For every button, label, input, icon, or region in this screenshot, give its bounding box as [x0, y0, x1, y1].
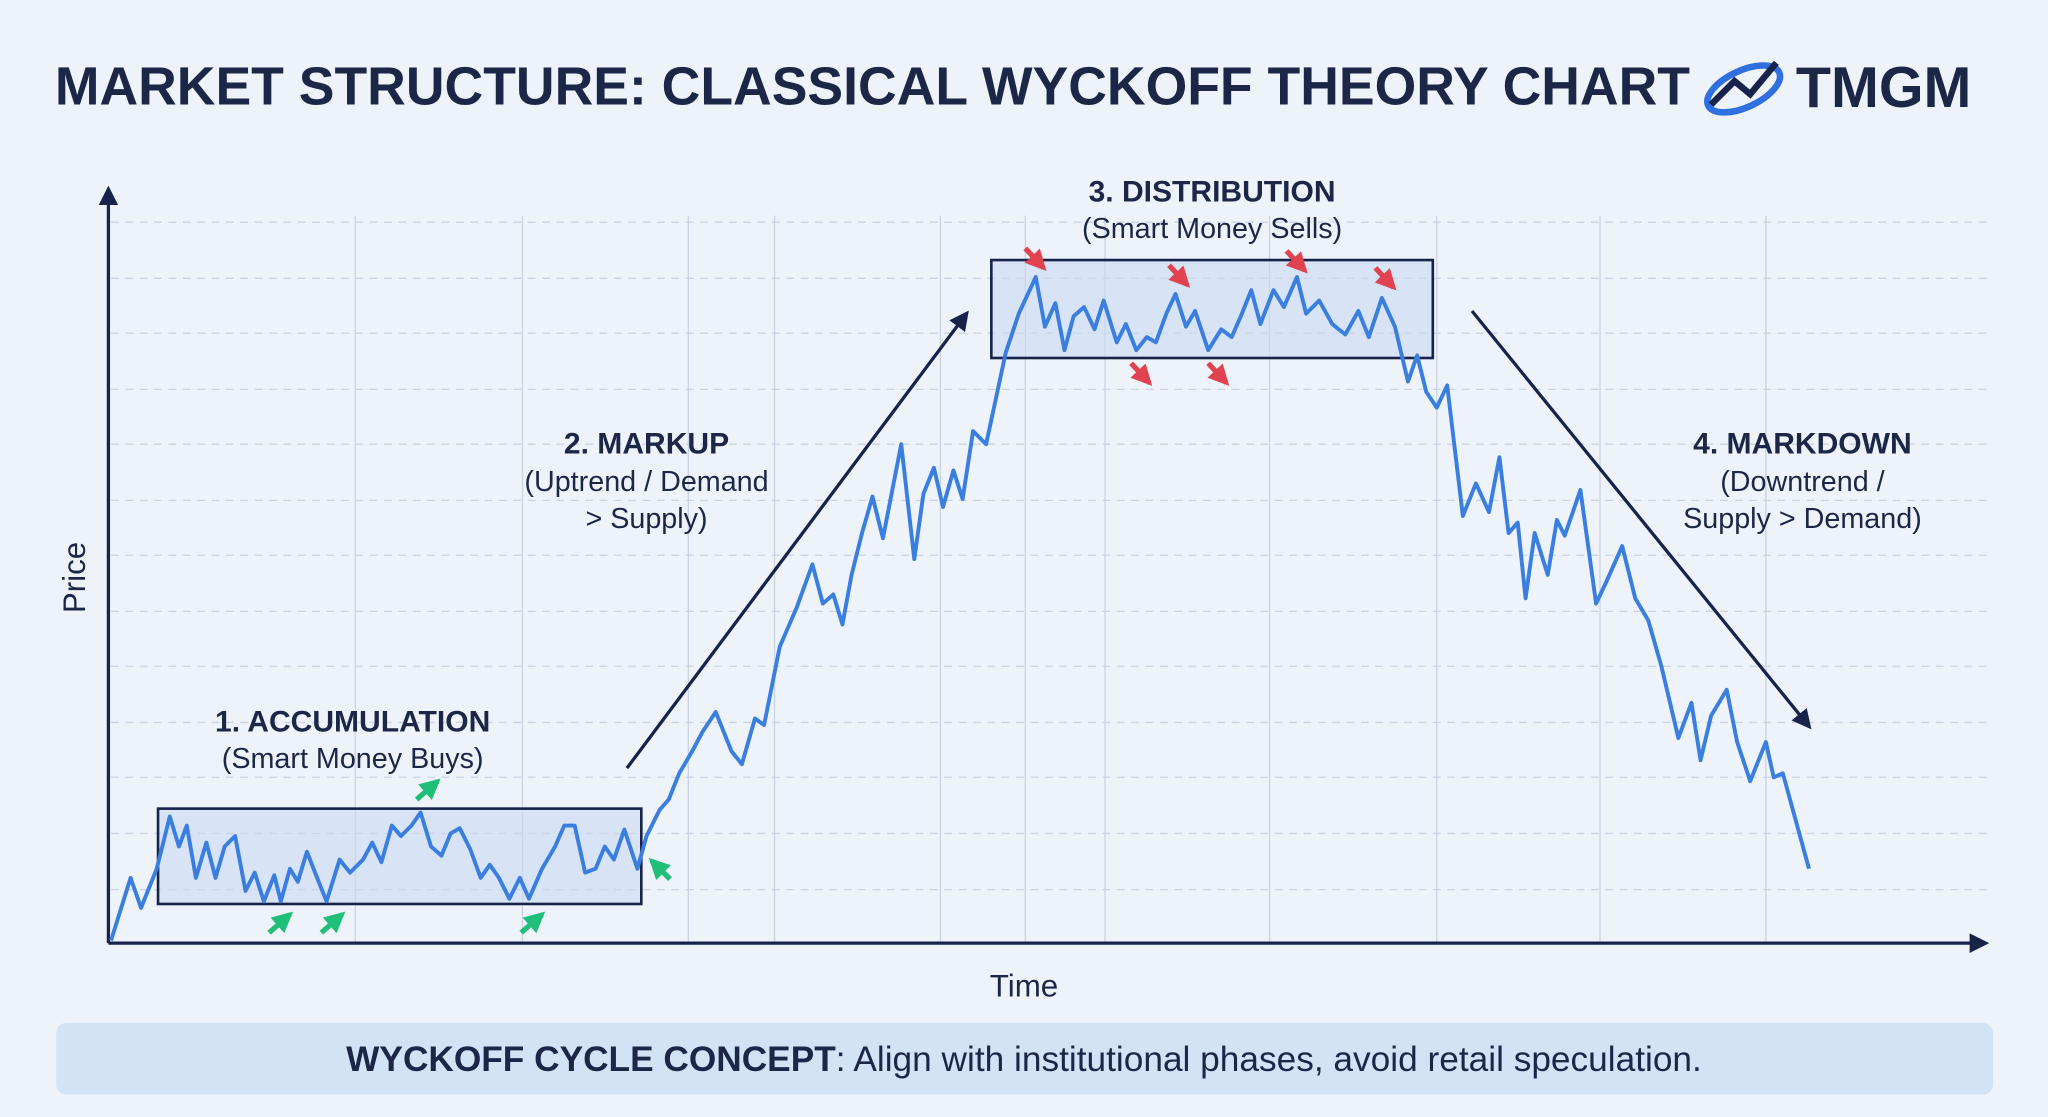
- price-line: [109, 275, 1811, 942]
- phase-note: (Uptrend / Demand: [524, 466, 768, 498]
- buy-arrows: [267, 778, 672, 935]
- accumulation-box: [156, 807, 643, 906]
- phase-title: 3. DISTRIBUTION: [1089, 175, 1336, 208]
- x-axis-label: Time: [990, 969, 1058, 1004]
- footer-bold: WYCKOFF CYCLE CONCEPT: [346, 1040, 836, 1079]
- footer-banner: [56, 1022, 1994, 1095]
- logo: TMGM: [1704, 56, 1972, 120]
- phase-title: 4. MARKDOWN: [1693, 427, 1912, 460]
- phase-note: Supply > Demand): [1683, 503, 1922, 535]
- y-axis-label: Price: [57, 542, 92, 613]
- footer-rest: : Align with institutional phases, avoid…: [836, 1040, 1702, 1079]
- grid: [111, 215, 1992, 944]
- footer-text: WYCKOFF CYCLE CONCEPT: Align with instit…: [346, 1040, 1702, 1079]
- sell-arrows: [1023, 246, 1397, 386]
- trend-arrows: [625, 309, 1812, 770]
- brand: TMGM: [1796, 56, 1972, 120]
- chart-title: MARKET STRUCTURE: CLASSICAL WYCKOFF THEO…: [55, 58, 1690, 117]
- phase-note: (Downtrend /: [1720, 466, 1884, 498]
- axes: [98, 185, 1990, 953]
- phase-title: 2. MARKUP: [564, 427, 729, 460]
- phase-note: > Supply): [585, 503, 707, 535]
- phase-title: 1. ACCUMULATION: [215, 706, 490, 739]
- phase-note: (Smart Money Buys): [222, 743, 484, 775]
- phase-note: (Smart Money Sells): [1082, 213, 1342, 245]
